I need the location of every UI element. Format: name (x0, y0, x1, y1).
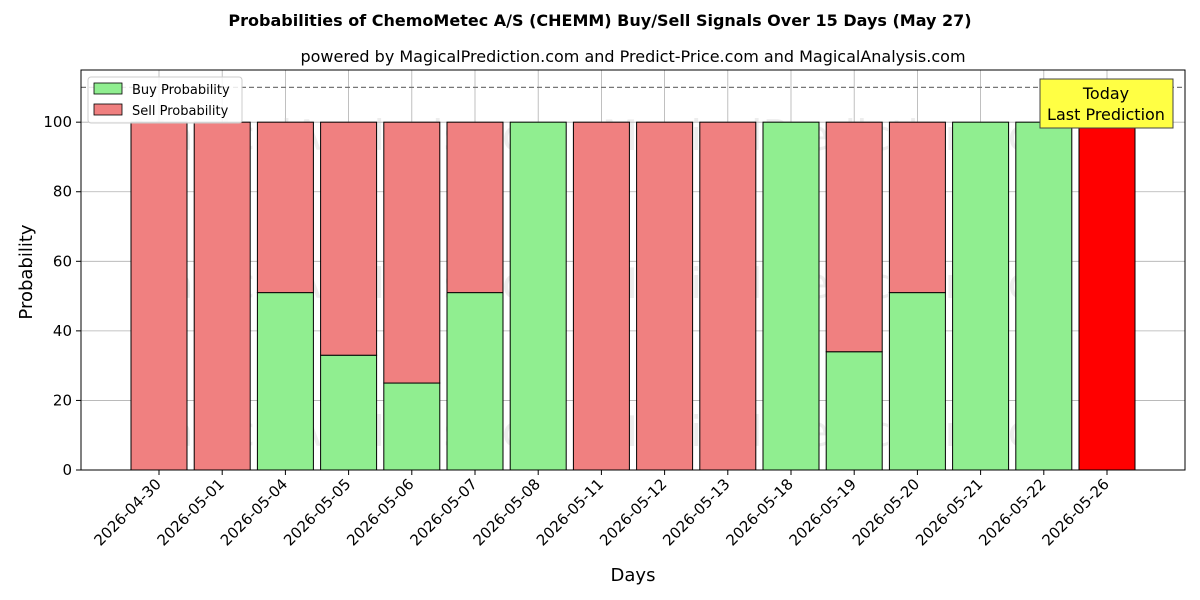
y-tick-label: 0 (62, 461, 72, 479)
bar-sell-2026-05-12 (636, 121, 694, 471)
bar-sell-2026-05-05 (320, 121, 378, 356)
y-tick-label: 100 (43, 113, 72, 131)
y-tick-label: 80 (53, 183, 72, 201)
bar-buy-2026-05-18 (762, 121, 820, 471)
bar-buy-2026-05-06 (383, 382, 441, 471)
annotation-line-last-prediction: Last Prediction (1047, 105, 1165, 124)
y-axis-label: Probability (16, 224, 37, 319)
legend-swatch-buy (93, 82, 123, 95)
bar-buy-2026-05-22 (1015, 121, 1073, 471)
plot-frame (80, 69, 1186, 471)
bar-buy-2026-05-05 (320, 354, 378, 471)
bar-sell-2026-05-04 (256, 121, 314, 294)
bar-sell-2026-05-01 (193, 121, 251, 471)
bar-buy-2026-05-20 (888, 292, 946, 471)
y-tick-label: 40 (53, 322, 72, 340)
legend: Buy Probability Sell Probability (87, 76, 243, 124)
today-annotation: Today Last Prediction (1039, 78, 1174, 129)
bar-sell-2026-05-06 (383, 121, 441, 384)
chart-subtitle: powered by MagicalPrediction.com and Pre… (300, 47, 965, 66)
legend-label-buy: Buy Probability (132, 83, 230, 98)
bar-sell-2026-05-20 (888, 121, 946, 294)
y-tick-label: 60 (53, 252, 72, 270)
chart-title: Probabilities of ChemoMetec A/S (CHEMM) … (228, 11, 971, 30)
y-axis-ticks: 0 20 40 60 80 100 (43, 113, 81, 479)
bar-sell-2026-04-30 (130, 121, 188, 471)
bar-sell-2026-05-07 (446, 121, 504, 294)
bar-buy-2026-05-21 (952, 121, 1010, 471)
bar-buy-2026-05-19 (825, 351, 883, 471)
annotation-box (1039, 78, 1174, 129)
bar-sell-2026-05-26 (1078, 121, 1136, 471)
bar-sell-2026-05-13 (699, 121, 757, 471)
x-axis-label: Days (611, 565, 656, 586)
y-tick-label: 20 (53, 391, 72, 409)
legend-box (87, 76, 243, 124)
bar-buy-2026-05-04 (256, 292, 314, 471)
annotation-line-today: Today (1082, 84, 1129, 103)
legend-label-sell: Sell Probability (132, 104, 229, 119)
bar-buy-2026-05-07 (446, 292, 504, 471)
bar-sell-2026-05-19 (825, 121, 883, 353)
legend-swatch-sell (93, 103, 123, 116)
bar-sell-2026-05-11 (572, 121, 630, 471)
bar-buy-2026-05-08 (509, 121, 567, 471)
